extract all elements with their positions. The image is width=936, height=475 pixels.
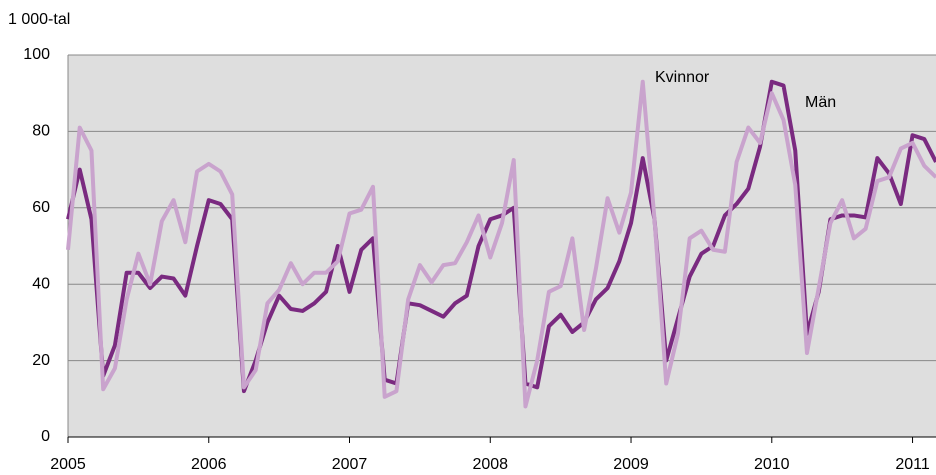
x-tick-label: 2008	[472, 456, 508, 473]
y-axis-label: 1 000-tal	[8, 11, 70, 28]
y-tick-label: 100	[23, 46, 50, 63]
x-tick-label: 2011	[895, 456, 930, 473]
x-tick-label: 2005	[50, 456, 86, 473]
x-tick-label: 2007	[332, 456, 368, 473]
x-tick-label: 2010	[754, 456, 790, 473]
annotation: Kvinnor	[655, 69, 710, 86]
x-tick-label: 2009	[613, 456, 649, 473]
y-tick-label: 40	[32, 275, 50, 292]
annotation: Män	[805, 94, 836, 111]
x-tick-label: 2006	[191, 456, 227, 473]
y-tick-label: 80	[32, 123, 50, 140]
series-line	[66, 79, 936, 409]
y-tick-label: 60	[32, 199, 50, 216]
y-tick-label: 20	[32, 352, 50, 369]
y-tick-label: 0	[41, 428, 50, 445]
